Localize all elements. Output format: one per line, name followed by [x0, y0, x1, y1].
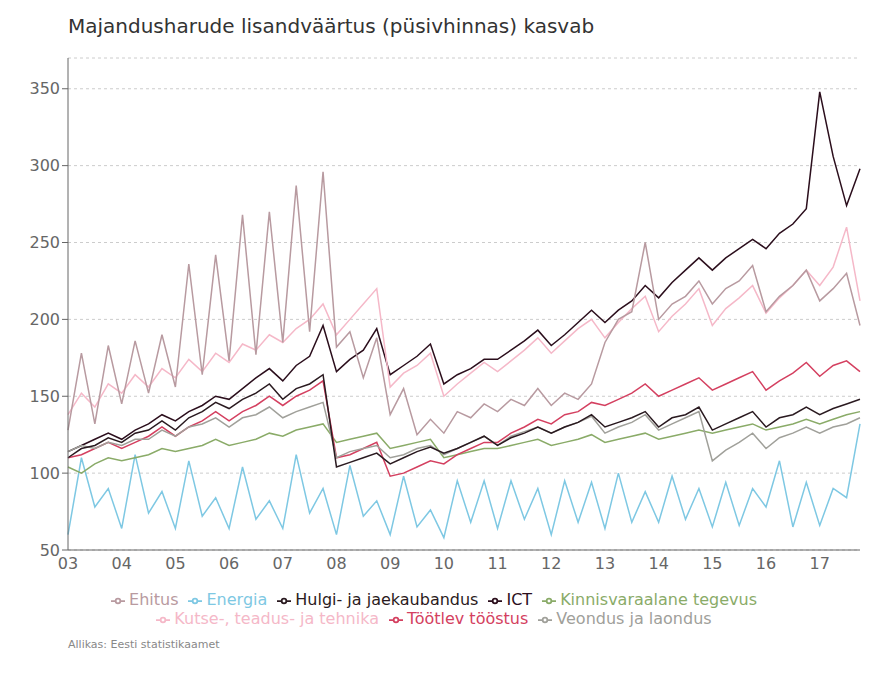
svg-text:250: 250 [29, 233, 60, 252]
svg-text:17: 17 [810, 554, 830, 573]
svg-text:12: 12 [541, 554, 561, 573]
svg-text:14: 14 [648, 554, 668, 573]
svg-text:07: 07 [273, 554, 293, 573]
html-text:Kinnisvaraalane tegevus: Kinnisvaraalane tegevus [560, 590, 757, 609]
svg-text:16: 16 [756, 554, 776, 573]
svg-text:200: 200 [29, 310, 60, 329]
svg-text:11: 11 [487, 554, 507, 573]
svg-text:08: 08 [326, 554, 346, 573]
svg-text:09: 09 [380, 554, 400, 573]
svg-text:05: 05 [165, 554, 185, 573]
html-text:Energia: Energia [206, 590, 268, 609]
html-text:Veondus ja laondus: Veondus ja laondus [556, 609, 712, 628]
html-text:Allikas: Eesti statistikaamet: Allikas: Eesti statistikaamet [68, 638, 220, 651]
html-text:Majandusharude lisandväärtus (: Majandusharude lisandväärtus (püsivhinna… [68, 14, 595, 38]
svg-text:50: 50 [40, 541, 60, 560]
svg-text:300: 300 [29, 156, 60, 175]
html-text:Hulgi- ja jaekaubandus: Hulgi- ja jaekaubandus [295, 590, 479, 609]
svg-text:06: 06 [219, 554, 239, 573]
svg-text:100: 100 [29, 464, 60, 483]
html-text:Ehitus: Ehitus [129, 590, 179, 609]
svg-text:15: 15 [702, 554, 722, 573]
html-text:Kutse-, teadus- ja tehnika: Kutse-, teadus- ja tehnika [174, 609, 379, 628]
html-text:Töötlev tööstus: Töötlev tööstus [407, 609, 529, 628]
svg-text:350: 350 [29, 79, 60, 98]
svg-text:04: 04 [112, 554, 132, 573]
svg-text:03: 03 [58, 554, 78, 573]
html-text:ICT: ICT [506, 590, 533, 609]
svg-text:10: 10 [434, 554, 454, 573]
svg-text:150: 150 [29, 387, 60, 406]
svg-text:13: 13 [595, 554, 615, 573]
